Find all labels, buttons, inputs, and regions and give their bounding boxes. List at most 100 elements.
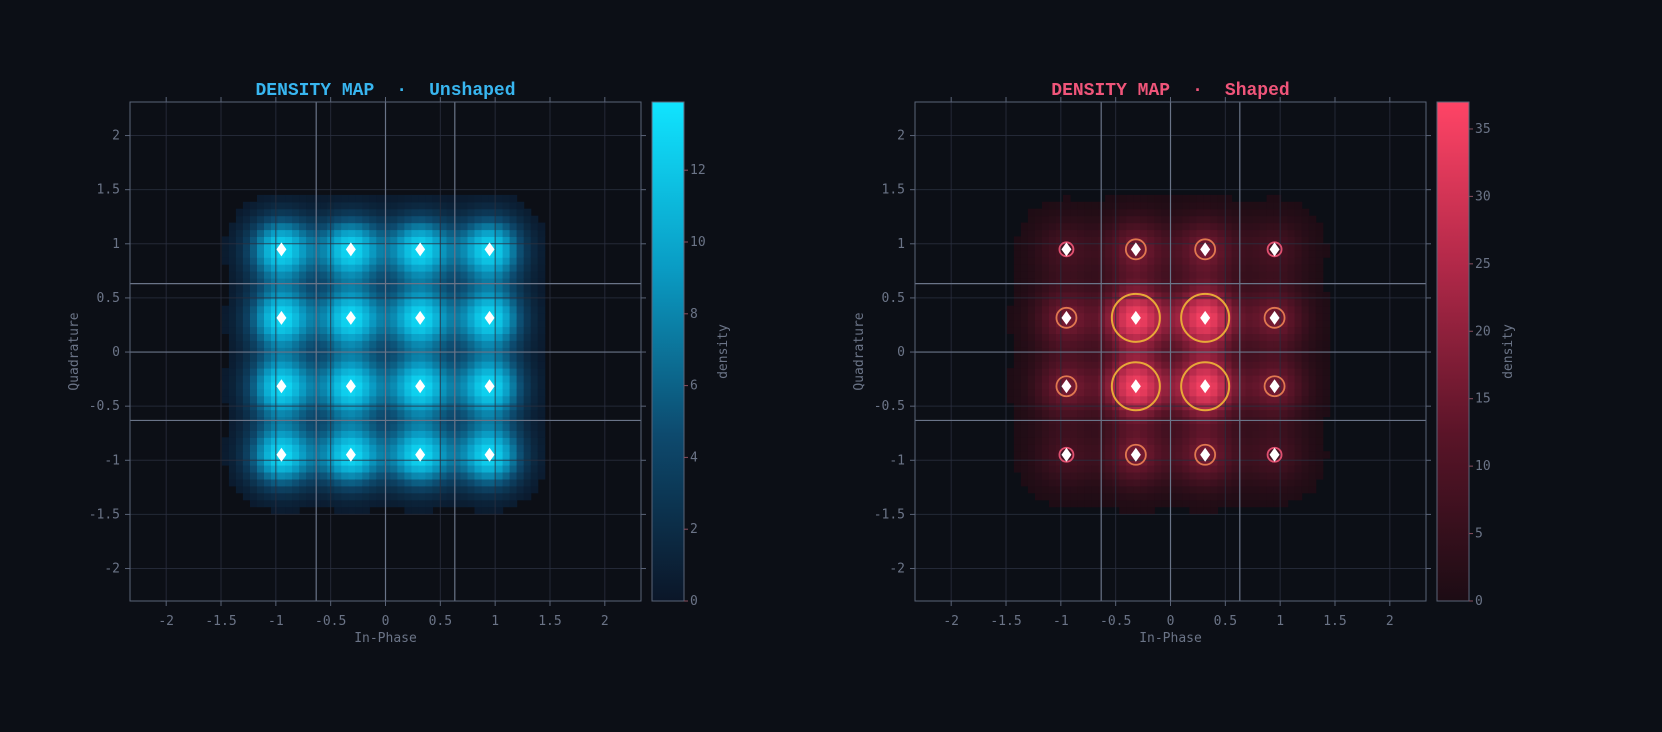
heatmap-cell: [341, 423, 349, 431]
heatmap-cell: [1168, 250, 1176, 258]
heatmap-cell: [390, 465, 398, 473]
heatmap-cell: [1105, 312, 1113, 321]
heatmap-cell: [1231, 361, 1240, 369]
heatmap-cell: [376, 333, 384, 341]
heatmap-cell: [1070, 478, 1078, 487]
heatmap-cell: [411, 395, 419, 404]
heatmap-cell: [369, 278, 377, 286]
colorbar-tick-label: 10: [690, 235, 706, 250]
heatmap-cell: [271, 208, 279, 217]
heatmap-cell: [250, 305, 258, 314]
heatmap-cell: [1105, 388, 1113, 397]
heatmap-cell: [1027, 437, 1036, 445]
heatmap-cell: [341, 291, 349, 300]
heatmap-cell: [432, 291, 440, 300]
heatmap-cell: [411, 298, 419, 307]
heatmap-cell: [1084, 409, 1092, 418]
heatmap-cell: [1203, 291, 1211, 300]
heatmap-cell: [1063, 298, 1071, 307]
heatmap-cell: [1252, 257, 1261, 265]
heatmap-cell: [509, 222, 518, 231]
heatmap-cell: [1126, 381, 1134, 390]
heatmap-cell: [264, 492, 272, 501]
heatmap-cell: [299, 222, 307, 231]
heatmap-cell: [257, 215, 265, 224]
heatmap-cell: [1056, 312, 1064, 321]
heatmap-cell: [495, 312, 504, 321]
heatmap-cell: [1147, 326, 1155, 334]
heatmap-cell: [1231, 368, 1240, 376]
heatmap-cell: [474, 472, 483, 480]
heatmap-cell: [271, 354, 279, 362]
heatmap-cell: [418, 208, 426, 217]
heatmap-cell: [334, 368, 342, 376]
heatmap-cell: [1294, 298, 1303, 307]
heatmap-cell: [390, 340, 398, 348]
heatmap-cell: [383, 264, 391, 272]
heatmap-cell: [278, 305, 286, 314]
heatmap-cell: [348, 423, 356, 431]
heatmap-cell: [1182, 458, 1190, 466]
heatmap-cell: [1175, 291, 1183, 300]
heatmap-cell: [1063, 354, 1071, 362]
heatmap-cell: [537, 451, 546, 459]
heatmap-cell: [383, 361, 391, 369]
heatmap-cell: [292, 444, 300, 452]
heatmap-cell: [1084, 451, 1092, 459]
heatmap-cell: [1245, 478, 1254, 487]
heatmap-cell: [376, 375, 384, 383]
heatmap-cell: [1098, 451, 1106, 459]
heatmap-cell: [460, 451, 469, 459]
heatmap-cell: [362, 437, 370, 445]
heatmap-cell: [1140, 478, 1148, 487]
x-tick-label: 2: [601, 614, 609, 629]
heatmap-cell: [1098, 215, 1106, 224]
heatmap-cell: [1294, 312, 1303, 321]
constellation-point-marker: [276, 310, 287, 325]
heatmap-cell: [1077, 437, 1085, 445]
constellation-point-marker: [1130, 242, 1141, 257]
heatmap-cell: [502, 368, 511, 376]
heatmap-cell: [530, 472, 539, 480]
heatmap-cell: [1042, 333, 1050, 341]
heatmap-cell: [460, 340, 469, 348]
heatmap-cell: [516, 215, 525, 224]
heatmap-cell: [355, 340, 363, 348]
heatmap-cell: [306, 257, 314, 265]
heatmap-cell: [537, 236, 546, 244]
heatmap-cell: [235, 347, 244, 355]
heatmap-cell: [453, 361, 462, 369]
heatmap-cell: [299, 492, 307, 501]
heatmap-cell: [257, 194, 265, 203]
heatmap-cell: [383, 395, 391, 404]
heatmap-cell: [1027, 478, 1036, 487]
heatmap-cell: [1273, 492, 1282, 501]
heatmap-cell: [1077, 381, 1085, 390]
heatmap-cell: [453, 340, 462, 348]
heatmap-cell: [523, 492, 532, 501]
heatmap-cell: [530, 250, 539, 258]
heatmap-cell: [1273, 395, 1282, 404]
heatmap-cell: [1182, 354, 1190, 362]
heatmap-cell: [1013, 430, 1022, 438]
heatmap-cell: [355, 437, 363, 445]
heatmap-cell: [1210, 381, 1218, 390]
heatmap-cell: [404, 375, 412, 383]
heatmap-cell: [397, 375, 405, 383]
heatmap-cell: [1027, 381, 1036, 390]
heatmap-cell: [1105, 243, 1113, 251]
heatmap-cell: [509, 333, 518, 341]
heatmap-cell: [432, 201, 440, 210]
heatmap-cell: [1098, 485, 1106, 494]
heatmap-cell: [418, 499, 426, 508]
heatmap-cell: [1175, 485, 1183, 494]
heatmap-cell: [221, 368, 230, 376]
heatmap-cell: [1189, 451, 1197, 459]
heatmap-cell: [1084, 478, 1092, 487]
heatmap-cell: [1294, 257, 1303, 265]
heatmap-cell: [306, 499, 314, 508]
heatmap-cell: [1294, 451, 1303, 459]
heatmap-cell: [397, 444, 405, 452]
heatmap-cell: [242, 278, 251, 286]
heatmap-cell: [390, 423, 398, 431]
